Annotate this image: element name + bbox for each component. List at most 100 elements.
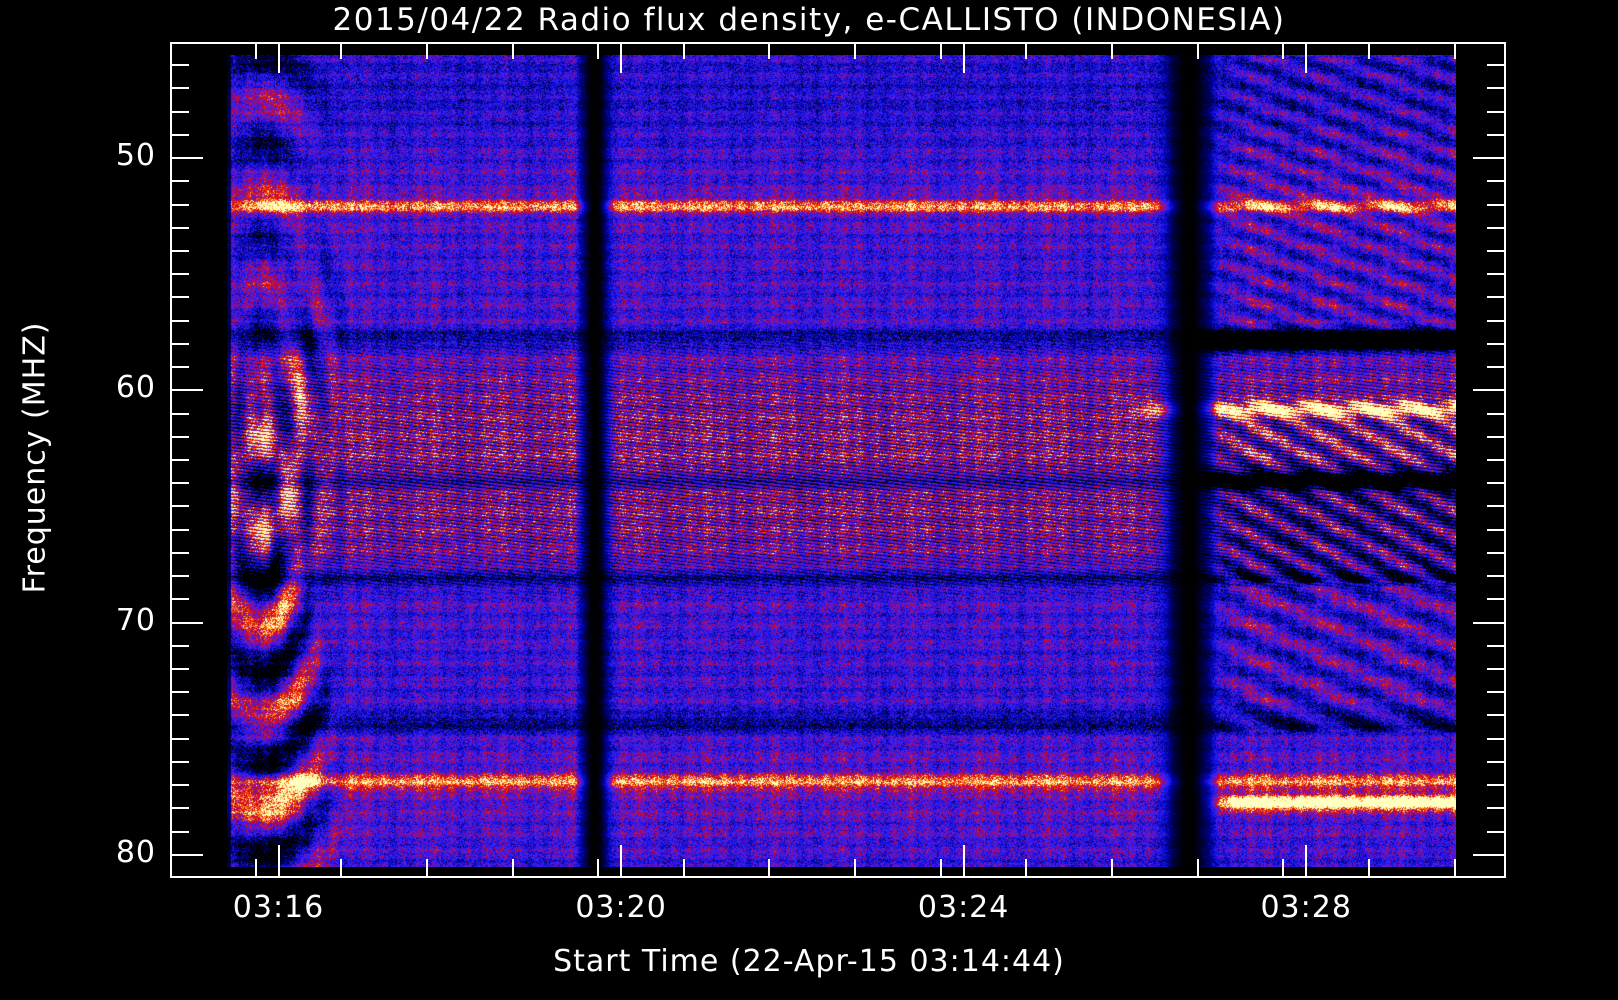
y-tick-right (1487, 830, 1504, 833)
y-tick-right (1487, 226, 1504, 229)
y-tick-minor (172, 319, 189, 322)
x-tick-label: 03:28 (1260, 890, 1352, 925)
y-tick-minor (172, 296, 189, 299)
y-tick-minor (172, 505, 189, 508)
y-tick-minor (172, 342, 189, 345)
y-axis-title: Frequency (MHZ) (17, 321, 53, 594)
y-tick-right (1473, 157, 1504, 160)
y-tick-minor (172, 575, 189, 578)
x-tick-major (620, 845, 623, 876)
x-tick-minor (682, 859, 685, 876)
x-tick-major (962, 845, 965, 876)
y-tick-minor (172, 528, 189, 531)
y-tick-major (172, 157, 203, 160)
y-tick-right (1487, 64, 1504, 67)
y-tick-right (1487, 737, 1504, 740)
x-tick-minor (1196, 859, 1199, 876)
y-tick-right (1487, 551, 1504, 554)
x-tick-major (277, 845, 280, 876)
x-tick-minor (1367, 859, 1370, 876)
y-tick-right (1487, 412, 1504, 415)
x-tick-major (620, 42, 623, 73)
y-tick-minor (172, 64, 189, 67)
y-tick-right (1487, 133, 1504, 136)
y-tick-right (1487, 110, 1504, 113)
y-tick-minor (172, 760, 189, 763)
y-tick-right (1487, 668, 1504, 670)
x-tick-top (768, 42, 771, 59)
y-tick-right (1487, 180, 1504, 183)
y-tick-minor (172, 644, 189, 647)
x-tick-minor (1111, 859, 1114, 876)
y-tick-minor (172, 110, 189, 113)
x-tick-label: 03:16 (232, 890, 325, 925)
x-tick-top (1196, 42, 1199, 59)
y-tick-right (1487, 459, 1504, 461)
y-tick-right (1487, 273, 1504, 276)
x-tick-minor (1282, 859, 1285, 876)
y-tick-right (1487, 691, 1504, 694)
y-tick-right (1487, 296, 1504, 299)
x-tick-major (1305, 845, 1308, 876)
x-tick-minor (939, 859, 942, 876)
x-tick-minor (597, 859, 600, 876)
y-tick-right (1487, 482, 1504, 485)
y-tick-minor (172, 737, 189, 740)
y-tick-major (172, 621, 203, 624)
y-tick-minor (172, 133, 189, 136)
x-tick-top (682, 42, 685, 59)
y-tick-minor (172, 784, 189, 787)
x-tick-top (1453, 42, 1456, 59)
y-tick-right (1487, 528, 1504, 531)
y-tick-minor (172, 691, 189, 694)
y-tick-right (1487, 366, 1504, 369)
y-tick-minor (172, 226, 189, 229)
y-tick-right (1487, 807, 1504, 810)
x-tick-top (1282, 42, 1285, 59)
y-tick-minor (172, 203, 189, 206)
y-tick-right (1487, 435, 1504, 438)
x-tick-top (1025, 42, 1028, 59)
y-tick-minor (172, 412, 189, 415)
x-axis-title: Start Time (22-Apr-15 03:14:44) (553, 944, 1065, 979)
page-title: 2015/04/22 Radio flux density, e-CALLIST… (332, 2, 1286, 38)
x-tick-label: 03:20 (575, 890, 667, 925)
x-tick-minor (1453, 859, 1456, 876)
y-tick-minor (172, 551, 189, 554)
y-tick-minor (172, 598, 189, 601)
plot-frame (170, 42, 1506, 878)
x-tick-top (939, 42, 942, 59)
x-tick-top (511, 42, 514, 59)
x-tick-minor (340, 859, 343, 876)
x-tick-minor (1025, 859, 1028, 876)
x-tick-top (1111, 42, 1114, 59)
x-tick-minor (854, 859, 857, 876)
x-tick-major (962, 42, 965, 73)
x-tick-minor (511, 859, 514, 876)
y-tick-minor (172, 668, 189, 670)
x-tick-minor (425, 859, 428, 876)
x-tick-top (340, 42, 343, 59)
x-tick-top (854, 42, 857, 59)
y-tick-right (1487, 203, 1504, 206)
y-tick-right (1487, 644, 1504, 647)
x-tick-minor (254, 859, 257, 876)
y-tick-minor (172, 273, 189, 276)
y-tick-minor (172, 180, 189, 183)
spectrogram-image (227, 55, 1456, 867)
x-tick-minor (768, 859, 771, 876)
y-tick-right (1487, 319, 1504, 322)
y-tick-minor (172, 87, 189, 90)
y-tick-label: 50 (115, 138, 156, 174)
y-tick-minor (172, 714, 189, 717)
y-tick-right (1473, 389, 1504, 392)
y-tick-label: 80 (115, 834, 156, 870)
y-tick-right (1487, 505, 1504, 508)
y-tick-right (1487, 760, 1504, 763)
x-tick-top (1367, 42, 1370, 59)
y-tick-major (172, 389, 203, 392)
y-tick-right (1487, 87, 1504, 90)
y-tick-minor (172, 482, 189, 485)
y-tick-label: 60 (115, 370, 156, 406)
x-tick-major (277, 42, 280, 73)
